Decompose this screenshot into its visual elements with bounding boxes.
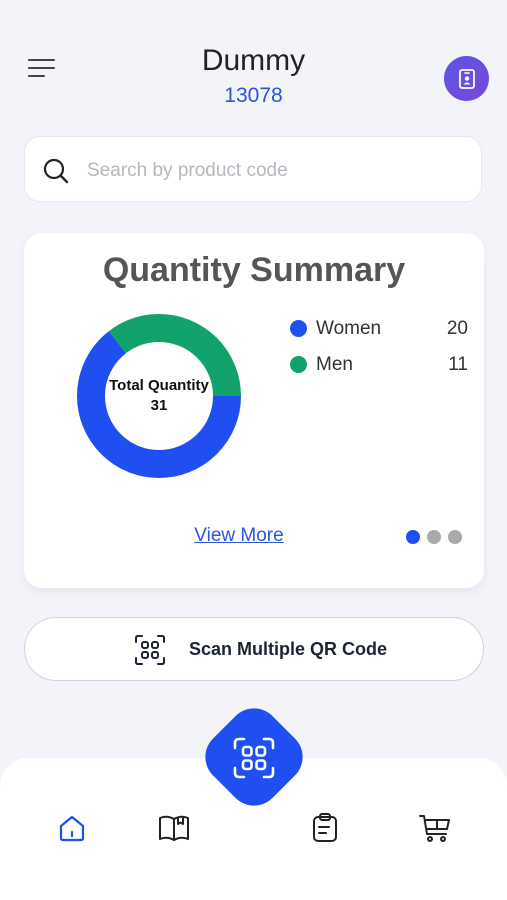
legend-value-women: 20 <box>446 318 468 339</box>
chart-legend: Women 20 Men 11 <box>290 318 470 390</box>
page-dot-2[interactable] <box>427 530 441 544</box>
legend-label-men: Men <box>316 354 353 375</box>
app-header: Dummy 13078 <box>0 0 507 120</box>
legend-value-men: 11 <box>448 354 468 375</box>
page-title: Dummy <box>201 44 306 77</box>
scan-button-label: Scan Multiple QR Code <box>189 639 388 659</box>
legend-item-men: Men 11 <box>290 354 470 390</box>
search-icon <box>43 158 69 184</box>
donut-chart <box>77 314 241 478</box>
summary-title: Quantity Summary <box>102 251 406 289</box>
legend-item-women: Women 20 <box>290 318 470 354</box>
nav-orders[interactable] <box>305 808 345 848</box>
scan-multiple-qr-button[interactable]: Scan Multiple QR Code <box>24 617 484 681</box>
nav-cart[interactable] <box>415 808 455 848</box>
nav-home[interactable] <box>52 808 92 848</box>
legend-dot-men <box>290 356 307 373</box>
quantity-summary-card: Quantity Summary Total Quantity 31 Women… <box>24 233 484 588</box>
cart-icon <box>419 815 450 842</box>
total-quantity-value: 31 <box>150 397 168 414</box>
view-more-link[interactable]: View More <box>194 525 284 546</box>
book-icon <box>159 815 189 841</box>
search-bar[interactable] <box>24 136 482 202</box>
hamburger-menu-icon <box>28 59 55 77</box>
page-subtitle: 13078 <box>224 84 283 107</box>
total-quantity-label: Total Quantity <box>109 377 209 394</box>
legend-label-women: Women <box>316 318 382 339</box>
home-icon <box>59 815 85 842</box>
qr-scan-icon <box>135 635 165 665</box>
donut-center-label: Total Quantity 31 <box>74 376 244 416</box>
donut-slice-men <box>77 314 241 478</box>
legend-dot-women <box>290 320 307 337</box>
page-dot-3[interactable] <box>448 530 462 544</box>
profile-button[interactable] <box>444 56 489 101</box>
page-dot-1[interactable] <box>406 530 420 544</box>
id-badge-icon <box>458 68 475 89</box>
clipboard-icon <box>313 813 337 842</box>
menu-button[interactable] <box>28 58 56 78</box>
search-input[interactable] <box>85 155 469 187</box>
nav-catalog[interactable] <box>154 808 194 848</box>
